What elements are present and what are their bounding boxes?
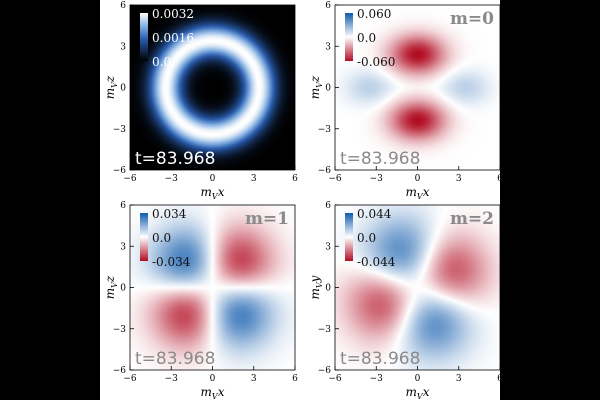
colorbar-tick-label: 0.0: [357, 31, 376, 45]
colorbar-tick-label: -0.060: [357, 55, 395, 69]
x-axis-label: mVx: [201, 385, 225, 400]
colorbar: [345, 13, 353, 61]
y-tick-label: 6: [120, 1, 126, 11]
panel-mode-label: m=1: [245, 209, 289, 229]
y-tick-label: −3: [113, 325, 127, 335]
x-tick-label: −6: [328, 174, 342, 184]
x-tick-label: −3: [370, 374, 384, 384]
colorbar-tick-label: 0.0032: [152, 7, 194, 21]
panel-mode-label: m=0: [450, 9, 494, 29]
colorbar-tick-label: 0.060: [357, 7, 391, 21]
colorbar-tick-label: -0.034: [152, 255, 191, 269]
y-tick-label: 3: [120, 242, 126, 252]
x-axis-label: mVx: [406, 185, 430, 201]
y-tick-label: −3: [113, 125, 127, 135]
time-label: t=83.968: [340, 149, 420, 169]
panel-mode-label: m=2: [450, 209, 494, 229]
x-tick-label: 0: [415, 174, 421, 184]
y-axis-label: mVy: [308, 275, 324, 299]
x-tick-label: 3: [456, 174, 462, 184]
x-tick-label: 6: [292, 374, 298, 384]
x-tick-label: −3: [370, 174, 384, 184]
y-tick-label: −3: [318, 125, 332, 135]
x-tick-label: 0: [415, 374, 421, 384]
y-tick-label: −6: [318, 366, 332, 376]
colorbar-tick-label: 0.0: [152, 55, 171, 69]
x-tick-label: −6: [123, 374, 137, 384]
y-tick-label: −3: [318, 325, 332, 335]
chart-panel-1: −6 −3 0 3 6 −6 −3 0 3 6 mVx mVz 0.0032 0.0016 0.0 t=83.…: [103, 1, 298, 201]
colorbar: [345, 213, 353, 261]
x-tick-label: −3: [165, 174, 179, 184]
y-tick-label: 3: [325, 242, 331, 252]
y-tick-label: −6: [318, 166, 332, 176]
y-tick-label: 0: [120, 84, 126, 94]
colorbar: [140, 13, 148, 61]
y-tick-label: −6: [113, 166, 127, 176]
colorbar-tick-label: 0.034: [152, 207, 187, 221]
x-tick-label: 6: [497, 374, 503, 384]
y-tick-label: 0: [325, 84, 331, 94]
chart-panel-4: −6 −3 0 3 6 −6 −3 0 3 6 mVx mVy 0.044 0.0 -0.044 m=2 t=8…: [308, 201, 503, 400]
colorbar-tick-label: 0.044: [357, 207, 392, 221]
x-tick-label: −6: [123, 174, 137, 184]
panels: −6 −3 0 3 6 −6 −3 0 3 6 mVx mVz 0.0032 0.0016 0.0 t=83.…: [103, 1, 503, 400]
x-axis-label: mVx: [406, 385, 430, 400]
y-tick-label: −6: [113, 366, 127, 376]
y-axis-label: mVz: [103, 275, 119, 299]
y-tick-label: 3: [120, 42, 126, 52]
y-tick-label: 6: [120, 201, 126, 211]
heatmap-image: [335, 5, 500, 170]
x-tick-label: 6: [497, 174, 503, 184]
heatmap-image: [130, 205, 295, 370]
heatmap-image: [335, 205, 500, 370]
x-tick-label: 3: [456, 374, 462, 384]
colorbar-tick-label: 0.0: [152, 231, 171, 245]
x-tick-label: 6: [292, 174, 298, 184]
colorbar-tick-label: -0.044: [357, 255, 396, 269]
x-tick-label: 3: [251, 374, 257, 384]
chart-panel-2: −6 −3 0 3 6 −6 −3 0 3 6 mVx mVz 0.060 0.0 -0.060 m=0 t=8…: [308, 1, 503, 201]
x-tick-label: 0: [210, 374, 216, 384]
y-tick-label: 0: [325, 284, 331, 294]
colorbar: [140, 213, 148, 261]
y-tick-label: 6: [325, 201, 331, 211]
x-tick-label: −6: [328, 374, 342, 384]
x-tick-label: 0: [210, 174, 216, 184]
y-tick-label: 6: [325, 1, 331, 11]
heatmap-image: [130, 5, 295, 170]
x-tick-label: 3: [251, 174, 257, 184]
time-label: t=83.968: [340, 349, 420, 369]
y-tick-label: 3: [325, 42, 331, 52]
x-axis-label: mVx: [201, 185, 225, 201]
chart-panel-3: −6 −3 0 3 6 −6 −3 0 3 6 mVx mVz 0.034 0.0 -0.034 m=1 t=8…: [103, 201, 298, 400]
colorbar-tick-label: 0.0: [357, 231, 376, 245]
y-tick-label: 0: [120, 284, 126, 294]
y-axis-label: mVz: [308, 75, 324, 99]
time-label: t=83.968: [135, 149, 215, 169]
colorbar-tick-label: 0.0016: [152, 31, 194, 45]
time-label: t=83.968: [135, 349, 215, 369]
y-axis-label: mVz: [103, 75, 119, 99]
x-tick-label: −3: [165, 374, 179, 384]
